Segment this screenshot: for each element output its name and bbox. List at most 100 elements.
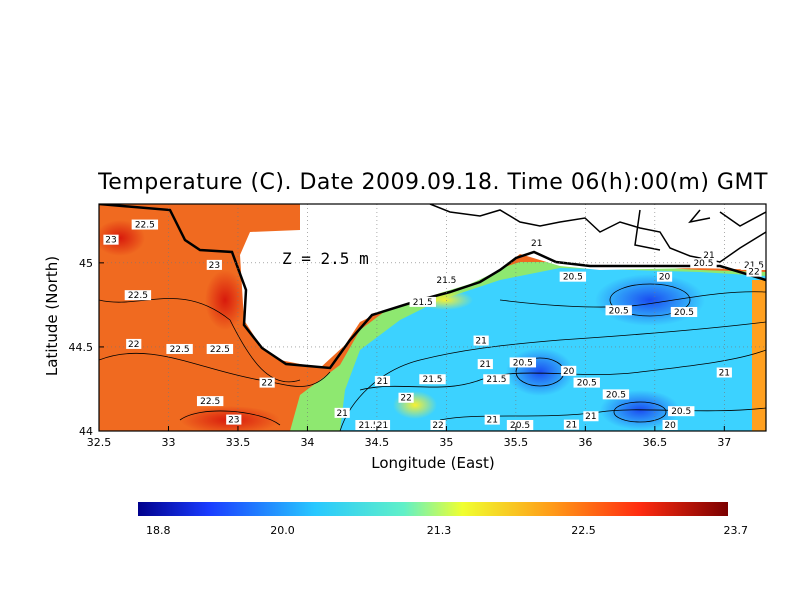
x-tick-label: 33.5 xyxy=(226,436,251,449)
contour-label: 20.5 xyxy=(674,308,694,318)
land-area xyxy=(99,204,766,368)
x-tick-label: 37 xyxy=(717,436,731,449)
contour-label-bg xyxy=(430,420,446,430)
contour-label: 20.5 xyxy=(563,273,583,283)
contour-label: 21 xyxy=(531,239,542,249)
contour-label-bg xyxy=(605,305,632,316)
contour-line xyxy=(499,291,766,308)
contour-label-bg xyxy=(419,374,446,385)
contour-label: 22 xyxy=(400,394,411,404)
contour-label-bg xyxy=(334,407,350,418)
contour-label-bg xyxy=(573,377,600,388)
contour-label-bg xyxy=(477,359,493,370)
x-tick-label: 34 xyxy=(300,436,314,449)
contour-label-bg xyxy=(559,271,587,282)
contour-label: 21 xyxy=(377,377,388,387)
x-tick-label: 35.5 xyxy=(504,436,529,449)
contour-label: 22 xyxy=(432,421,443,431)
contour-label-bg xyxy=(355,420,382,430)
contour-label: 22 xyxy=(261,379,272,389)
contour-label: 22.5 xyxy=(200,397,220,407)
contour-label-bg xyxy=(124,290,152,301)
contour-label: 21.5 xyxy=(436,276,456,286)
contour-label-bg xyxy=(374,420,391,430)
colorbar-tick-label: 23.7 xyxy=(724,524,749,537)
contour-label-bg xyxy=(433,275,460,286)
contour-label: 20 xyxy=(563,367,575,377)
contour-label: 21 xyxy=(475,337,486,347)
contour-label-bg xyxy=(226,414,242,425)
y-axis-label: Latitude (North) xyxy=(43,255,61,377)
coastline xyxy=(99,204,766,370)
contour-label: 22.5 xyxy=(170,345,190,355)
colorbar xyxy=(138,502,728,516)
contour-label-bg xyxy=(583,411,599,422)
y-tick-label: 45 xyxy=(79,257,93,270)
contour-label: 21.5 xyxy=(422,375,442,385)
colorbar-tick-label: 18.8 xyxy=(146,524,171,537)
cold-spot xyxy=(595,274,705,326)
coastline xyxy=(634,209,766,251)
contour-label-bg xyxy=(398,392,414,403)
x-tick-label: 35 xyxy=(439,436,453,449)
contour-label: 21.5 xyxy=(486,375,506,385)
contour-label: 21.5 xyxy=(359,421,379,431)
contour-label: 20.5 xyxy=(609,306,629,316)
x-tick-label: 32.5 xyxy=(87,436,112,449)
contour-line xyxy=(359,349,766,391)
contour-label-bg xyxy=(529,238,545,249)
east-warm-edge xyxy=(752,280,766,431)
contour-label: 21 xyxy=(487,416,498,426)
contour-label-bg xyxy=(409,296,436,307)
contour-label-bg xyxy=(259,377,275,388)
contour-label-bg xyxy=(483,374,510,385)
contour-label: 20.5 xyxy=(671,407,691,417)
contour-label: 23 xyxy=(209,261,220,271)
contour-label-bg xyxy=(668,406,695,417)
x-tick-label: 34.5 xyxy=(365,436,390,449)
x-axis-label: Longitude (East) xyxy=(371,454,495,472)
coastline xyxy=(429,204,766,263)
depth-label: Z = 2.5 m xyxy=(282,249,369,268)
plot-frame xyxy=(98,203,767,432)
temperature-field xyxy=(99,204,766,431)
contour-line xyxy=(179,410,281,426)
contour-label-bg xyxy=(561,365,577,376)
x-axis-ticks: 32.5 33 33.5 34 34.5 35 35.5 36 36.5 37 xyxy=(87,426,731,449)
colorbar-tick-label: 21.3 xyxy=(427,524,452,537)
contour-label: 21 xyxy=(480,360,491,370)
contour-label-bg xyxy=(740,259,768,270)
contour-label-bg xyxy=(746,266,762,277)
contour-label: 20.5 xyxy=(693,259,713,269)
contour-label-bg xyxy=(166,343,193,354)
contour-label: 21 xyxy=(336,409,347,419)
contour-label: 22.5 xyxy=(135,221,155,231)
contour-label: 20 xyxy=(664,421,676,431)
warm-spot xyxy=(205,270,245,330)
contour-label-bg xyxy=(206,259,222,270)
contour-label-bg xyxy=(131,219,159,230)
chart-title: Temperature (C). Date 2009.09.18. Time 0… xyxy=(98,170,768,195)
contour-label: 20.5 xyxy=(513,358,533,368)
contour-label: 20.5 xyxy=(606,390,626,400)
contour-line xyxy=(439,407,766,421)
contour-label-bg xyxy=(506,420,534,430)
contour-label: 22.5 xyxy=(128,291,148,301)
contour-label: 21 xyxy=(719,369,730,379)
x-tick-label: 36 xyxy=(578,436,592,449)
contour-label: 20 xyxy=(659,273,671,283)
contour-label: 21 xyxy=(703,251,714,261)
y-tick-label: 44 xyxy=(79,425,93,438)
contour-label-bg xyxy=(509,357,537,368)
contour-line xyxy=(613,401,667,423)
contour-label: 21 xyxy=(566,421,577,431)
y-tick-label: 44.5 xyxy=(69,341,94,354)
x-tick-label: 36.5 xyxy=(643,436,668,449)
contour-line xyxy=(609,283,691,317)
contour-label: 20.5 xyxy=(577,379,597,389)
y-axis-ticks: 44 44.5 45 xyxy=(69,257,104,438)
contour-label-bg xyxy=(701,249,717,260)
x-tick-label: 33 xyxy=(161,436,175,449)
